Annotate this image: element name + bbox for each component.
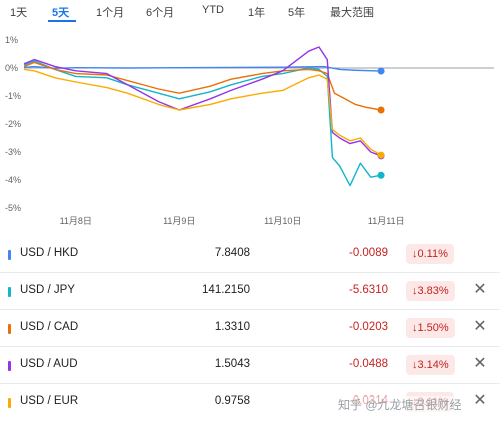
exchange-rate-value: 1.3310: [214, 321, 250, 333]
tab-1m[interactable]: 1个月: [96, 7, 125, 19]
series-end-point-usd-hkd: [377, 67, 385, 75]
y-tick-label: -5%: [5, 203, 21, 213]
time-range-tabs: 1天 5天 1个月 6个月 YTD 1年 5年 最大范围: [0, 0, 500, 24]
tab-1y[interactable]: 1年: [248, 7, 266, 19]
series-end-point-usd-eur: [377, 151, 385, 159]
exchange-rate-value: 7.8408: [214, 247, 250, 259]
close-icon[interactable]: ✕: [473, 392, 487, 409]
absolute-change-value: -0.0089: [348, 247, 388, 259]
percent-change-badge: ↓3.83%: [406, 281, 455, 301]
exchange-rate-value: 141.2150: [202, 284, 250, 296]
tab-max[interactable]: 最大范围: [330, 7, 374, 19]
row-divider: [0, 272, 500, 273]
series-end-point-usd-cad: [377, 106, 385, 114]
absolute-change-value: -5.6310: [348, 284, 388, 296]
currency-row-usd-jpy[interactable]: USD / JPY 141.2150 -5.6310 ↓3.83% ✕: [0, 273, 500, 311]
series-color-swatch: [8, 361, 11, 371]
close-icon[interactable]: ✕: [473, 318, 487, 335]
x-tick-label: 11月9日: [163, 216, 195, 226]
absolute-change-value: -0.0203: [348, 321, 388, 333]
close-icon[interactable]: ✕: [473, 355, 487, 372]
currency-pair-label: USD / EUR: [20, 395, 79, 407]
tab-5y[interactable]: 5年: [288, 7, 306, 19]
series-line-usd-aud: [23, 46, 382, 157]
tab-6m[interactable]: 6个月: [146, 7, 175, 19]
series-color-swatch: [8, 398, 11, 408]
percent-change-badge: ↓3.14%: [406, 355, 455, 375]
y-tick-label: -4%: [5, 175, 21, 185]
row-divider: [0, 309, 500, 310]
absolute-change-value: -0.0488: [348, 358, 388, 370]
series-line-usd-jpy: [23, 60, 382, 187]
row-divider: [0, 383, 500, 384]
y-tick-label: -2%: [5, 119, 21, 129]
series-end-point-usd-jpy: [377, 171, 385, 179]
series-color-swatch: [8, 324, 11, 334]
tab-1d[interactable]: 1天: [10, 7, 28, 19]
y-tick-label: -3%: [5, 147, 21, 157]
price-chart: 1% 0% -1% -2% -3% -4% -5% 11月8日 11月9日 11月10日 11月1…: [5, 35, 494, 226]
y-tick-label: 0%: [5, 63, 18, 73]
row-divider: [0, 346, 500, 347]
series-color-swatch: [8, 287, 11, 297]
x-tick-label: 11月11日: [368, 216, 405, 226]
series-color-swatch: [8, 250, 11, 260]
currency-pair-label: USD / AUD: [20, 358, 78, 370]
currency-row-usd-aud[interactable]: USD / AUD 1.5043 -0.0488 ↓3.14% ✕: [0, 347, 500, 385]
tab-5d[interactable]: 5天: [52, 7, 70, 19]
x-tick-label: 11月10日: [264, 216, 301, 226]
x-tick-label: 11月8日: [60, 216, 92, 226]
currency-row-usd-hkd[interactable]: USD / HKD 7.8408 -0.0089 ↓0.11%: [0, 236, 500, 274]
currency-pair-label: USD / HKD: [20, 247, 79, 259]
y-tick-label: -1%: [5, 91, 21, 101]
watermark-text: 知乎 @九龙塘召银财经: [338, 396, 462, 413]
currency-pair-label: USD / CAD: [20, 321, 79, 333]
series-line-usd-eur: [23, 68, 382, 156]
series-line-usd-cad: [23, 61, 382, 111]
currency-pair-label: USD / JPY: [20, 284, 75, 296]
close-icon[interactable]: ✕: [473, 281, 487, 298]
active-tab-indicator: [48, 20, 76, 22]
percent-change-badge: ↓0.11%: [406, 244, 454, 264]
y-tick-label: 1%: [5, 35, 18, 45]
percent-change-badge: ↓1.50%: [406, 318, 455, 338]
tab-ytd[interactable]: YTD: [202, 4, 224, 16]
exchange-rate-value: 1.5043: [214, 358, 250, 370]
exchange-rate-value: 0.9758: [214, 395, 250, 407]
currency-row-usd-cad[interactable]: USD / CAD 1.3310 -0.0203 ↓1.50% ✕: [0, 310, 500, 348]
